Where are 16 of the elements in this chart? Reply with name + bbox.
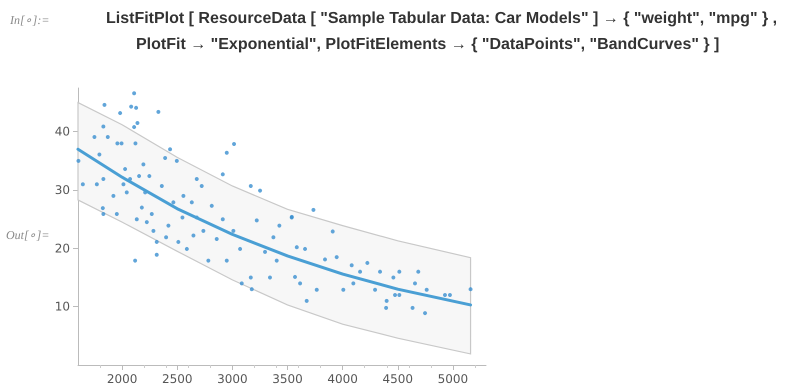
chart-title: ListFitPlot [ ResourceData [ "Sample Tabular Data: Car Models" ] → { "weight", "mpg" } ,	[106, 10, 778, 28]
x-tick-label: 5000	[438, 372, 468, 385]
y-tick-label: 30	[54, 183, 70, 198]
x-tick-label: 2500	[162, 372, 193, 385]
x-tick-label: 4500	[382, 372, 414, 385]
x-tick-label: 3500	[272, 372, 303, 385]
chart-subtitle: PlotFit → "Exponential", PlotFitElements → { "DataPoints", "BandCurves" } ]	[136, 36, 720, 54]
text: In[∘]:=	[10, 13, 50, 28]
x-tick-label: 2000	[106, 372, 138, 385]
y-tick-label: 40	[54, 124, 70, 139]
text: Out[∘]=	[6, 228, 50, 243]
line-series	[76, 148, 472, 306]
x-tick-label: 3000	[217, 372, 248, 385]
y-tick-label: 20	[54, 241, 70, 256]
y-tick-label: 10	[54, 300, 70, 314]
x-tick-label: 4000	[327, 372, 358, 385]
